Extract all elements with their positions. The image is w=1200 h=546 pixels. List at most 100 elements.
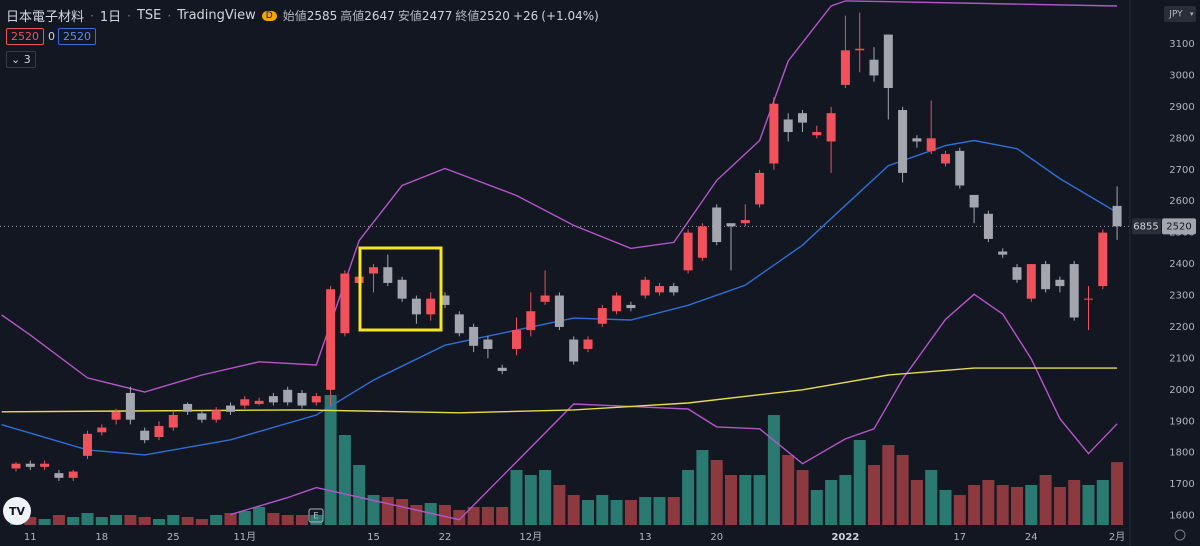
logo-mark[interactable]: TV — [9, 505, 26, 518]
x-tick-label: 13 — [639, 532, 652, 543]
settings-icon[interactable] — [1174, 529, 1186, 541]
candle-body — [411, 298, 421, 315]
studies-toggle[interactable]: ⌄ 3 — [6, 51, 36, 68]
y-tick-label: 2100 — [1169, 353, 1194, 364]
volume-bar — [95, 517, 108, 525]
volume-bar — [796, 470, 809, 525]
volume-bar — [767, 415, 780, 525]
volume-bar — [153, 519, 165, 525]
separator: · — [90, 8, 94, 23]
volume-bar — [38, 519, 51, 525]
y-tick-label: 3100 — [1169, 39, 1194, 50]
volume-bar — [324, 395, 337, 525]
candle-body — [626, 304, 636, 309]
candle-body — [211, 410, 221, 420]
volume-bar — [67, 517, 80, 525]
volume-bar — [410, 505, 423, 525]
candle-body — [912, 138, 922, 142]
currency-button[interactable] — [1164, 6, 1196, 22]
volume-bar — [52, 515, 65, 525]
currency[interactable]: JPY — [1168, 10, 1183, 20]
badge: D — [261, 10, 277, 21]
ohlc-value: 2477 — [421, 9, 453, 23]
candle-body — [83, 433, 92, 456]
y-tick-label: 2900 — [1169, 102, 1194, 113]
volume-bar — [453, 510, 466, 525]
source: TradingView — [177, 8, 256, 23]
indicator-line — [1, 0, 1118, 393]
ohlc-value: 2647 — [364, 9, 395, 23]
candle-body — [426, 298, 436, 315]
event-marker[interactable]: E — [313, 512, 319, 522]
volume-bar — [596, 495, 609, 525]
candle-body — [755, 172, 765, 205]
y-tick-label: 1600 — [1169, 511, 1194, 522]
volume-bar — [925, 470, 938, 525]
candle-body — [1112, 205, 1122, 227]
candle-body — [311, 396, 321, 403]
event-marker-box[interactable] — [308, 508, 324, 523]
y-tick-label: 2300 — [1169, 291, 1194, 302]
price-axis-bg — [1130, 0, 1200, 546]
volume-bar — [868, 465, 880, 525]
candle-body — [826, 113, 836, 142]
candle-body — [554, 295, 564, 327]
x-tick-label: 25 — [167, 532, 180, 543]
volume-bar — [825, 480, 838, 525]
candle-body — [740, 220, 750, 224]
y-tick-label: 2400 — [1169, 259, 1194, 270]
volume-bar — [338, 435, 351, 525]
volume-tag: 6855 — [1133, 221, 1158, 232]
volume-bar — [839, 475, 852, 525]
separator: · — [127, 8, 131, 23]
volume-bar — [1025, 485, 1038, 525]
ohlc: 始値2585 高値2647 安値2477 終値2520 +26 (+1.04%) — [283, 7, 602, 24]
volume-bar — [396, 499, 409, 525]
candle-body — [783, 119, 793, 133]
candle-body — [226, 405, 235, 412]
buy-price[interactable]: 2520 — [58, 28, 96, 45]
sell-price[interactable]: 2520 — [6, 28, 44, 45]
candle-body — [183, 403, 193, 412]
volume-bar — [853, 440, 866, 525]
volume-bar — [524, 475, 537, 525]
candle-body — [25, 463, 35, 467]
volume-bar — [1011, 487, 1023, 525]
volume-bar — [896, 455, 909, 525]
dropdown-caret[interactable]: ▾ — [1190, 10, 1194, 18]
volume-bar — [467, 507, 480, 525]
volume-bar — [753, 475, 766, 525]
x-tick-label: 11月 — [233, 531, 256, 543]
volume-bar — [624, 500, 637, 525]
separator: · — [167, 8, 172, 23]
volume-tag-bg — [1132, 218, 1161, 235]
candle-body — [669, 286, 679, 293]
volume-bar — [224, 513, 237, 525]
indicator-line — [1, 367, 1118, 414]
volume-bar — [567, 495, 580, 525]
volume-bar — [1082, 485, 1095, 525]
candle-body — [526, 311, 536, 331]
candle-body — [855, 48, 865, 51]
candle-body — [140, 430, 150, 441]
interval: 1日 — [99, 10, 122, 25]
candle-body — [569, 339, 579, 362]
candle-body — [97, 427, 107, 433]
volume-bar — [210, 515, 223, 525]
study-count[interactable]: 3 — [23, 53, 31, 66]
logo[interactable] — [3, 497, 31, 525]
volume-bar — [281, 515, 294, 525]
volume-bar — [539, 470, 552, 525]
volume-bar — [682, 470, 695, 525]
volume-bar — [696, 450, 709, 525]
exchange: TSE — [136, 8, 162, 23]
candle-body — [1041, 264, 1051, 290]
x-tick-label: 22 — [439, 532, 452, 543]
candle-body — [869, 59, 879, 76]
candle-body — [68, 471, 78, 478]
ohlc-label: 始値 — [282, 9, 307, 23]
volume-bar — [267, 513, 280, 525]
candle-body — [40, 463, 50, 467]
candle-body — [1069, 264, 1079, 318]
candle-body — [583, 339, 593, 349]
